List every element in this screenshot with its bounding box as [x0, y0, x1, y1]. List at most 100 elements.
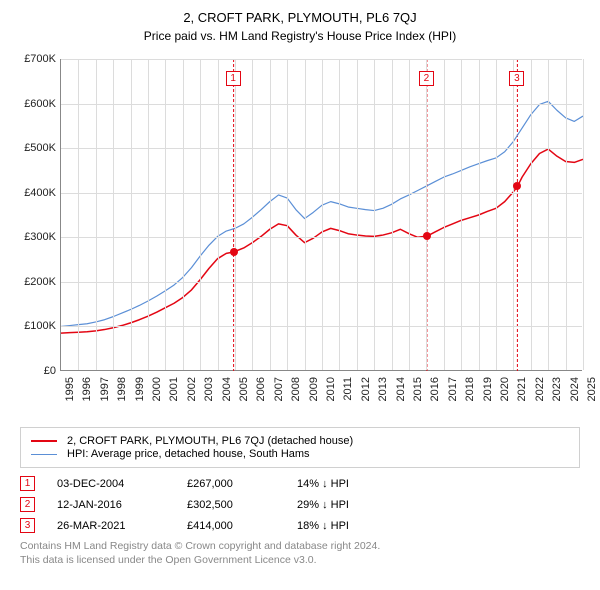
event-price: £267,000 [187, 478, 297, 490]
x-axis-label: 1997 [99, 377, 111, 401]
x-axis-label: 2019 [482, 377, 494, 401]
event-date: 26-MAR-2021 [57, 520, 187, 532]
x-axis-label: 2006 [255, 377, 267, 401]
x-axis-label: 2016 [429, 377, 441, 401]
gridline-v [583, 59, 584, 370]
x-axis-label: 2014 [395, 377, 407, 401]
x-axis-label: 2020 [499, 377, 511, 401]
y-axis-label: £100K [24, 320, 56, 332]
x-axis-label: 2001 [168, 377, 180, 401]
x-axis-label: 1999 [134, 377, 146, 401]
legend-swatch [31, 454, 57, 455]
y-axis-label: £0 [44, 365, 56, 377]
event-note: 18% ↓ HPI [297, 520, 349, 532]
gridline-v [479, 59, 480, 370]
event-dot [513, 182, 521, 190]
gridline-v [113, 59, 114, 370]
event-price: £414,000 [187, 520, 297, 532]
gridline-v [496, 59, 497, 370]
x-axis-label: 2023 [551, 377, 563, 401]
gridline-v [566, 59, 567, 370]
x-axis-label: 2004 [221, 377, 233, 401]
y-axis-label: £700K [24, 53, 56, 65]
event-dot [423, 232, 431, 240]
gridline-v [426, 59, 427, 370]
x-axis-label: 2000 [151, 377, 163, 401]
gridline-v [235, 59, 236, 370]
y-axis-label: £300K [24, 231, 56, 243]
event-note: 14% ↓ HPI [297, 478, 349, 490]
gridline-v [78, 59, 79, 370]
legend-box: 2, CROFT PARK, PLYMOUTH, PL6 7QJ (detach… [20, 427, 580, 468]
gridline-v [461, 59, 462, 370]
gridline-v [322, 59, 323, 370]
y-axis-label: £600K [24, 98, 56, 110]
gridline-v [148, 59, 149, 370]
x-axis-label: 2007 [273, 377, 285, 401]
x-axis-label: 2013 [377, 377, 389, 401]
footer-attribution: Contains HM Land Registry data © Crown c… [20, 539, 580, 567]
event-number: 2 [20, 497, 35, 512]
chart-container: 2, CROFT PARK, PLYMOUTH, PL6 7QJ Price p… [0, 0, 600, 573]
y-axis-label: £500K [24, 142, 56, 154]
gridline-v [183, 59, 184, 370]
x-axis-label: 2003 [203, 377, 215, 401]
event-table-row: 3 26-MAR-2021£414,00018% ↓ HPI [20, 518, 580, 533]
legend-row: HPI: Average price, detached house, Sout… [31, 448, 569, 460]
event-date: 12-JAN-2016 [57, 499, 187, 511]
x-axis-label: 2011 [342, 377, 354, 401]
y-axis-label: £200K [24, 276, 56, 288]
gridline-v [165, 59, 166, 370]
legend-text: HPI: Average price, detached house, Sout… [67, 448, 310, 460]
x-axis-label: 1995 [64, 377, 76, 401]
gridline-v [444, 59, 445, 370]
y-axis-label: £400K [24, 187, 56, 199]
gridline-v [96, 59, 97, 370]
gridline-v [252, 59, 253, 370]
x-axis-label: 2010 [325, 377, 337, 401]
x-axis-label: 2005 [238, 377, 250, 401]
gridline-v [339, 59, 340, 370]
x-axis-label: 2015 [412, 377, 424, 401]
gridline-v [287, 59, 288, 370]
event-dot [230, 248, 238, 256]
gridline-v [218, 59, 219, 370]
gridline-v [531, 59, 532, 370]
event-marker-label: 2 [419, 71, 434, 86]
x-axis-label: 2018 [464, 377, 476, 401]
chart-title: 2, CROFT PARK, PLYMOUTH, PL6 7QJ [10, 10, 590, 25]
gridline-v [374, 59, 375, 370]
plot-area: 1 2 3 [60, 59, 582, 371]
x-axis-label: 2017 [447, 377, 459, 401]
chart-wrap: 1 2 3 £0 £100K £200K £300K £400K £500K £600K £700… [10, 51, 590, 421]
legend-row: 2, CROFT PARK, PLYMOUTH, PL6 7QJ (detach… [31, 435, 569, 447]
x-axis-label: 1996 [81, 377, 93, 401]
event-date: 03-DEC-2004 [57, 478, 187, 490]
chart-subtitle: Price paid vs. HM Land Registry's House … [10, 29, 590, 43]
x-axis-label: 2025 [586, 377, 598, 401]
footer-line2: This data is licensed under the Open Gov… [20, 553, 580, 567]
events-table: 1 03-DEC-2004£267,00014% ↓ HPI 2 12-JAN-201… [20, 476, 580, 533]
event-price: £302,500 [187, 499, 297, 511]
x-axis-label: 2008 [290, 377, 302, 401]
legend-text: 2, CROFT PARK, PLYMOUTH, PL6 7QJ (detach… [67, 435, 353, 447]
gridline-v [131, 59, 132, 370]
gridline-v [548, 59, 549, 370]
event-number: 1 [20, 476, 35, 491]
x-axis-label: 2012 [360, 377, 372, 401]
event-table-row: 2 12-JAN-2016£302,50029% ↓ HPI [20, 497, 580, 512]
event-marker-label: 1 [226, 71, 241, 86]
event-table-row: 1 03-DEC-2004£267,00014% ↓ HPI [20, 476, 580, 491]
event-marker-label: 3 [509, 71, 524, 86]
x-axis-label: 2021 [516, 377, 528, 401]
x-axis-label: 2024 [569, 377, 581, 401]
gridline-v [305, 59, 306, 370]
footer-line1: Contains HM Land Registry data © Crown c… [20, 539, 580, 553]
gridline-v [409, 59, 410, 370]
gridline-v [200, 59, 201, 370]
x-axis-label: 2009 [308, 377, 320, 401]
x-axis-label: 1998 [116, 377, 128, 401]
event-note: 29% ↓ HPI [297, 499, 349, 511]
x-axis-label: 2022 [534, 377, 546, 401]
event-number: 3 [20, 518, 35, 533]
